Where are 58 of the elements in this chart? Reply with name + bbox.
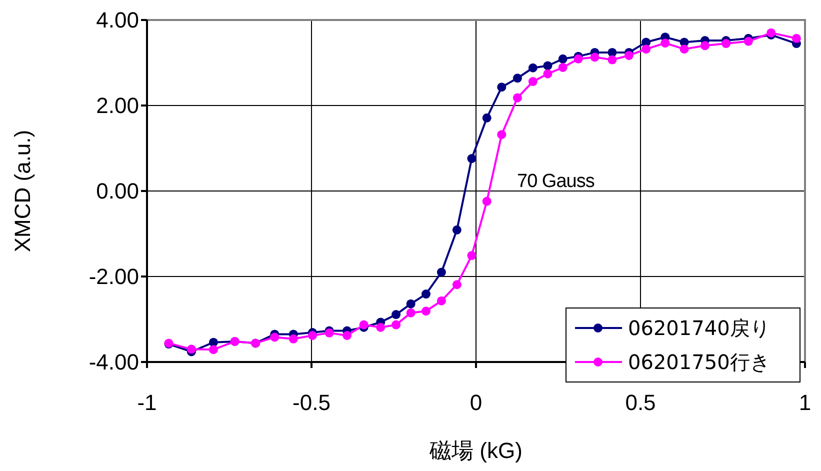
point	[558, 54, 568, 64]
point	[421, 306, 430, 316]
point	[270, 332, 280, 342]
point	[590, 52, 600, 62]
point	[660, 38, 670, 48]
point	[497, 82, 506, 92]
point	[700, 41, 710, 50]
y-axis-title: XMCD (a.u.)	[10, 130, 35, 252]
point	[574, 54, 583, 64]
point	[512, 74, 522, 83]
point	[288, 334, 298, 344]
point	[512, 93, 522, 102]
y-tick-label: -2.00	[88, 264, 139, 290]
point	[543, 61, 552, 70]
point	[436, 296, 446, 306]
point	[392, 320, 401, 330]
x-tick-label: 0	[470, 390, 482, 415]
point	[528, 77, 538, 86]
point	[421, 290, 430, 299]
y-tick-label: 0.00	[96, 178, 139, 204]
point	[482, 196, 492, 206]
point	[543, 69, 552, 78]
point	[452, 280, 462, 290]
point	[608, 55, 617, 64]
point	[186, 344, 196, 354]
point	[308, 330, 317, 340]
x-tick-label: 1	[798, 390, 812, 415]
legend-label: 06201750行き	[628, 350, 770, 374]
point	[744, 36, 753, 46]
x-tick-label: -0.5	[292, 390, 330, 415]
x-tick-label: -1	[137, 390, 157, 415]
x-axis-title: 磁場 (kG)	[428, 438, 522, 463]
point	[467, 154, 476, 164]
point	[392, 310, 401, 320]
legend-label: 06201740戻り	[628, 316, 770, 340]
point	[359, 320, 368, 330]
point	[208, 345, 218, 354]
point	[558, 62, 568, 72]
point	[528, 63, 538, 72]
point	[406, 308, 416, 318]
point	[680, 44, 689, 54]
point	[792, 34, 801, 43]
annotation: 70 Gauss	[517, 171, 594, 192]
point	[482, 113, 492, 122]
point	[406, 299, 416, 308]
y-tick-label: -4.00	[88, 350, 139, 375]
point	[624, 50, 634, 60]
point	[497, 130, 506, 140]
point	[436, 268, 446, 277]
y-tick-label: 4.00	[96, 8, 139, 33]
point	[342, 330, 352, 340]
point	[642, 44, 651, 54]
y-tick-label: 2.00	[96, 93, 139, 118]
x-tick-label: 0.5	[625, 390, 656, 415]
point	[452, 225, 462, 234]
point	[722, 39, 731, 48]
point	[376, 322, 386, 332]
point	[467, 251, 476, 260]
